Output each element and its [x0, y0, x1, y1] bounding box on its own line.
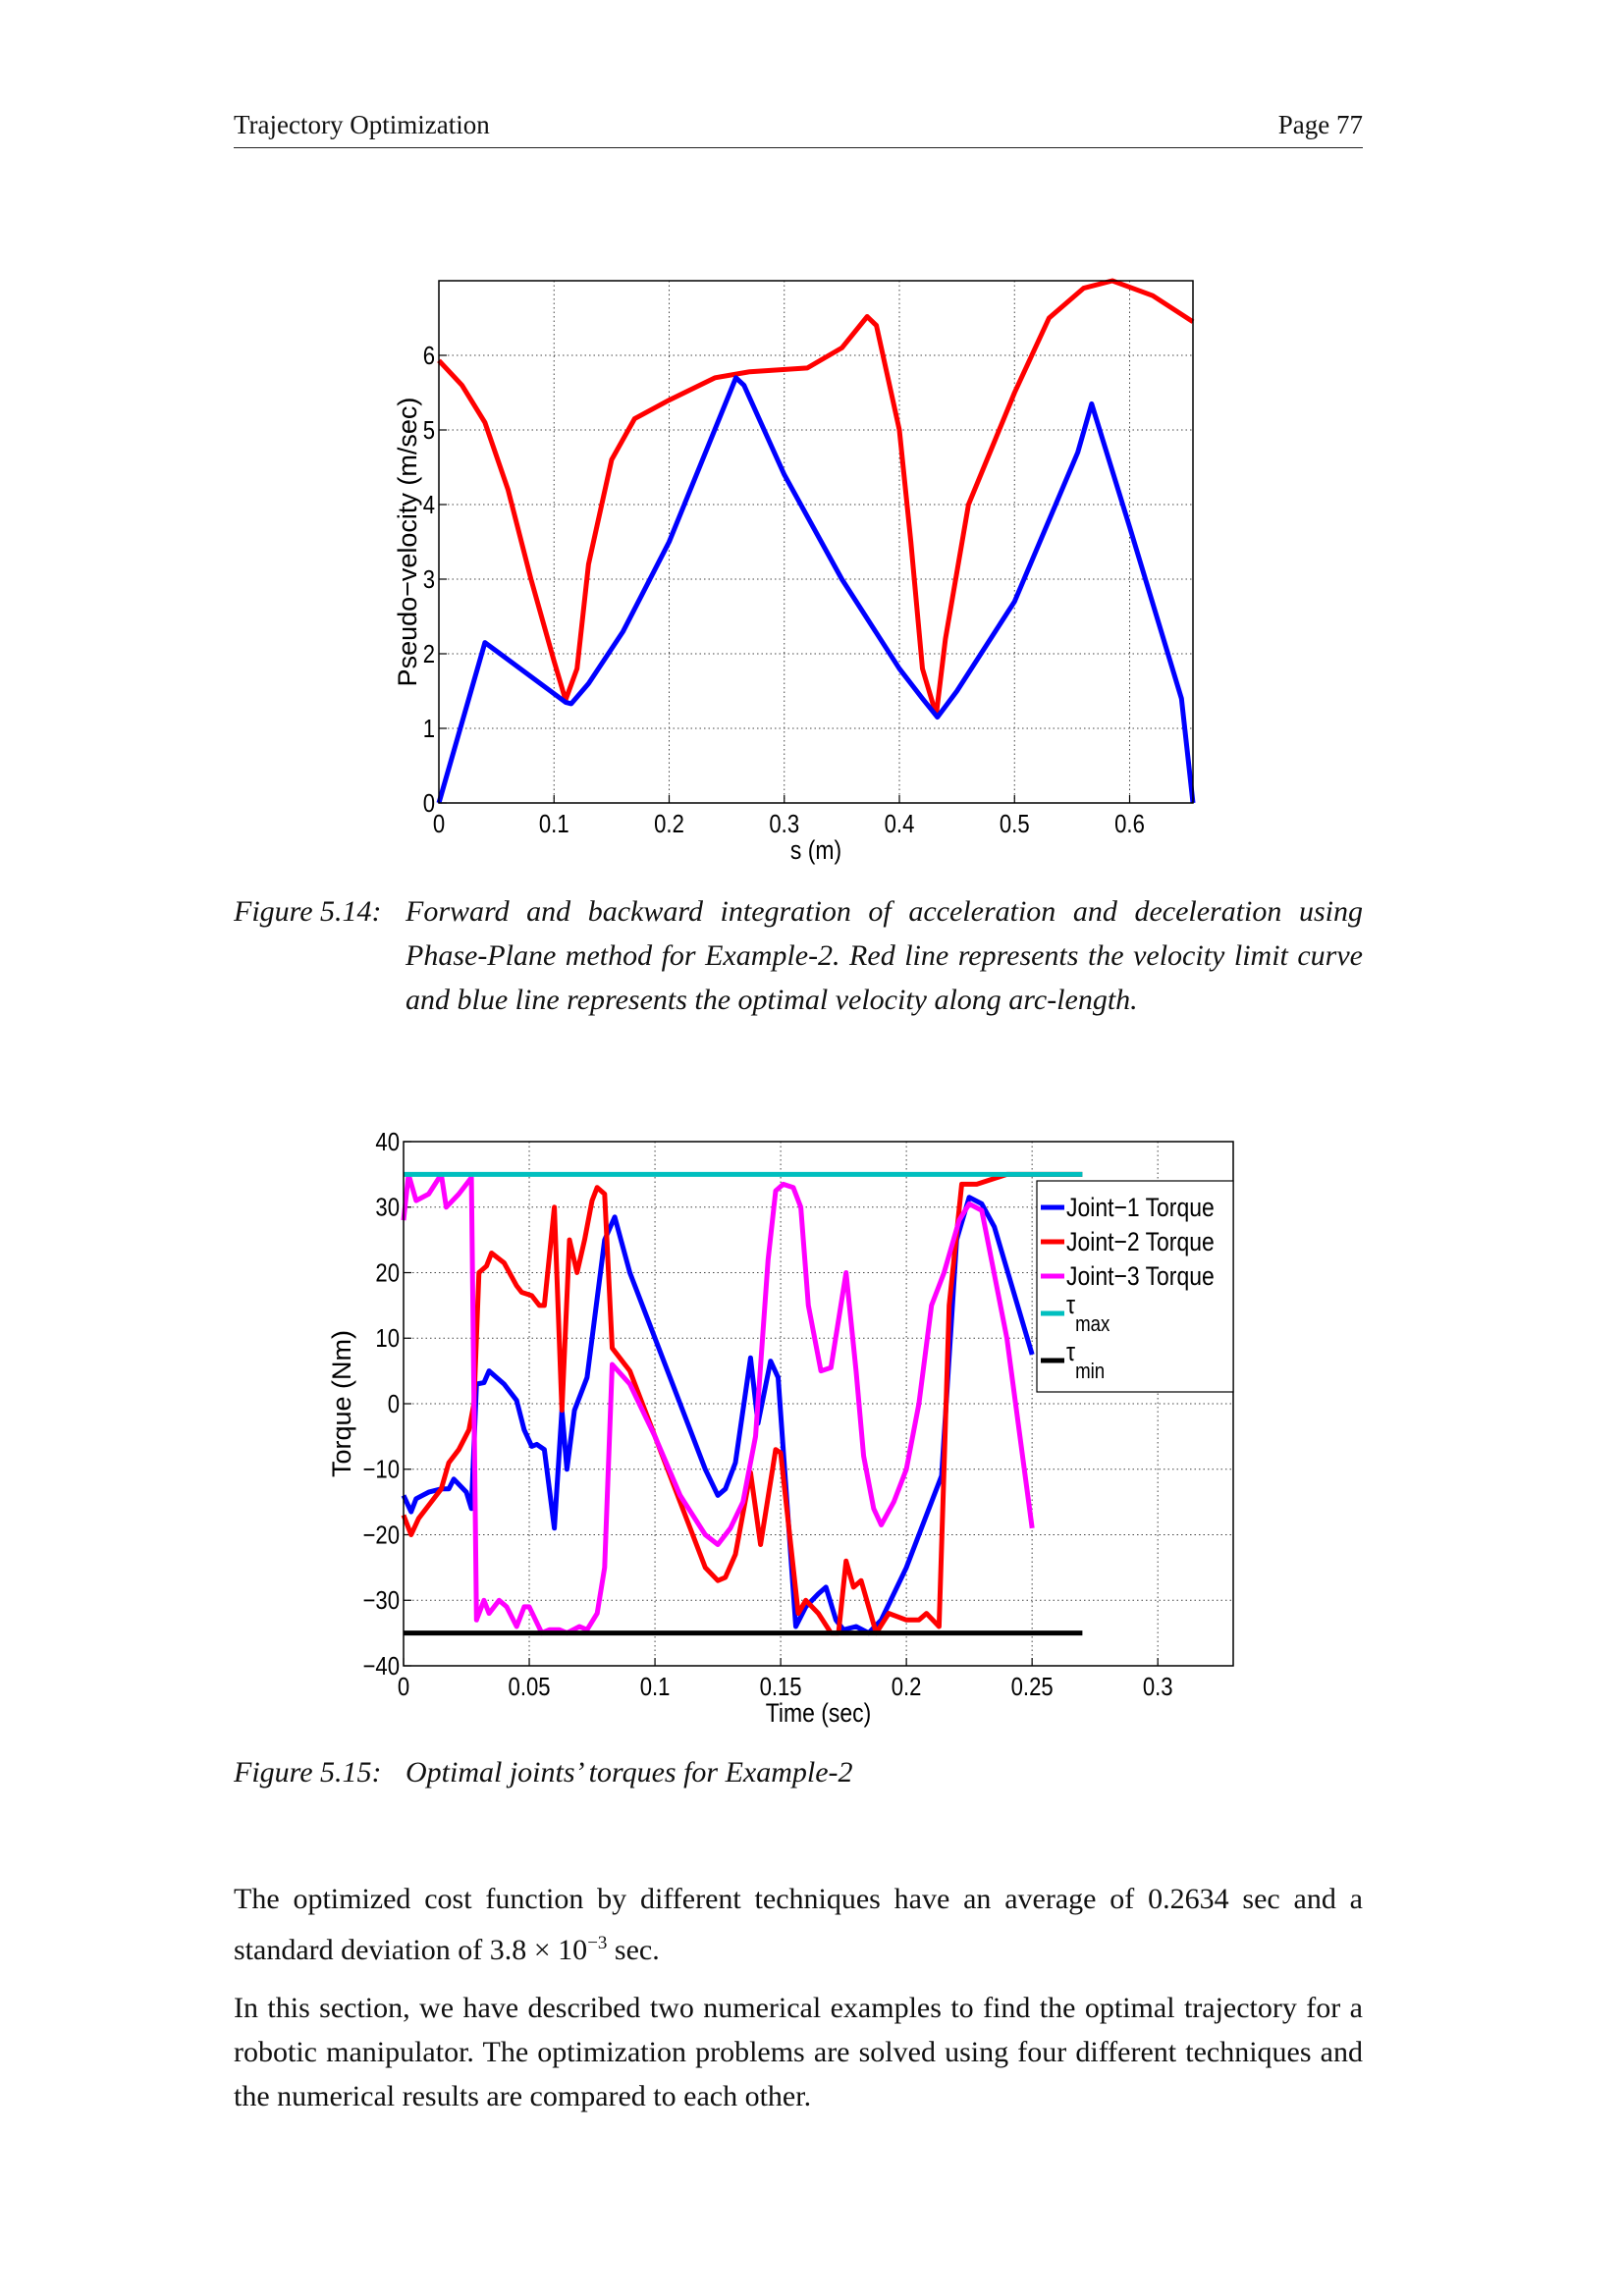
- y-tick-label: 1: [423, 715, 435, 743]
- page-number: Page 77: [1277, 110, 1363, 139]
- y-tick-label: −30: [363, 1587, 400, 1616]
- legend: Joint−1 Torque Joint−2 Torque Joint−3 Torq…: [1036, 1180, 1234, 1393]
- x-tick-label: 0: [398, 1673, 409, 1701]
- x-tick-label: 0.1: [640, 1673, 671, 1701]
- y-tick-label: 4: [423, 491, 435, 519]
- x-tick-label: 0.15: [760, 1673, 802, 1701]
- x-tick-label: 0.2: [892, 1673, 922, 1701]
- legend-label-text: τ: [1066, 1337, 1075, 1366]
- series-line-2: [401, 1171, 1035, 1636]
- header-rule: [234, 147, 1363, 148]
- figure-5-14-caption: Figure 5.14: Forward and backward integr…: [234, 889, 1363, 1022]
- legend-label-text: Joint−3 Torque: [1066, 1261, 1215, 1291]
- paragraph: The optimized cost function by different…: [234, 1877, 1363, 1972]
- legend-label-subscript: min: [1075, 1361, 1105, 1384]
- plot-frame: [438, 280, 1194, 804]
- figure-label: Figure 5.15:: [234, 1756, 382, 1789]
- torque-chart: 0 0.05 0.1 0.15 0.2 0.25 0.3 −40 −30 −20 −10 0 10 20 3…: [327, 1128, 1234, 1728]
- series-line-1: [436, 375, 1196, 804]
- legend-label: τmin: [1066, 1337, 1105, 1383]
- y-tick-label: −10: [363, 1456, 400, 1484]
- running-header-title: Trajectory Optimization: [234, 110, 490, 139]
- figure-label: Figure 5.14:: [234, 895, 382, 928]
- y-tick-label: −20: [363, 1522, 400, 1550]
- figure-5-15-caption: Figure 5.15: Optimal joints’ torques for…: [234, 1750, 1363, 1794]
- y-tick-label: 40: [375, 1128, 400, 1156]
- plot-area: [439, 281, 1193, 803]
- legend-label: τmax: [1066, 1290, 1110, 1336]
- legend-label-text: τ: [1066, 1290, 1075, 1319]
- y-tick-label: −40: [363, 1652, 400, 1681]
- legend-label: Joint−2 Torque: [1066, 1227, 1215, 1256]
- x-tick-label: 0.2: [654, 810, 684, 838]
- x-axis-label: s (m): [790, 835, 841, 865]
- x-tick-label: 0.1: [539, 810, 569, 838]
- y-tick-label: 0: [423, 789, 435, 818]
- x-tick-label: 0.05: [509, 1673, 551, 1701]
- y-axis-label: Pseudo−velocity (m/sec): [393, 398, 422, 687]
- x-tick-label: 0.3: [769, 810, 799, 838]
- y-tick-label: 20: [375, 1259, 400, 1288]
- x-tick-label: 0.4: [885, 810, 915, 838]
- caption-text: Optimal joints’ torques for Example-2: [406, 1756, 853, 1789]
- y-tick-label: 10: [375, 1325, 400, 1354]
- paragraph-text: The optimized cost function by different…: [234, 1883, 1363, 1966]
- legend-label: Joint−3 Torque: [1066, 1261, 1215, 1291]
- x-tick-label: 0.5: [1000, 810, 1030, 838]
- y-tick-label: 30: [375, 1194, 400, 1222]
- legend-label-text: Joint−2 Torque: [1066, 1227, 1215, 1256]
- x-tick-label: 0.6: [1114, 810, 1145, 838]
- x-tick-label: 0.3: [1143, 1673, 1173, 1701]
- y-tick-label: 6: [423, 342, 435, 370]
- x-tick-label: 0: [433, 810, 445, 838]
- y-tick-label: 2: [423, 640, 435, 668]
- velocity-chart: 0 0.1 0.2 0.3 0.4 0.5 0.6 0 1 2 3 4 5 6 s (m) Pseudo−ve…: [393, 278, 1196, 865]
- exponent: −3: [587, 1933, 608, 1953]
- legend-box: [1036, 1180, 1234, 1393]
- legend-label-text: Joint−1 Torque: [1066, 1193, 1215, 1222]
- series-line-0: [437, 278, 1195, 718]
- x-tick-label: 0.25: [1011, 1673, 1054, 1701]
- paragraph: In this section, we have described two n…: [234, 1992, 1363, 2112]
- legend-label: Joint−1 Torque: [1066, 1193, 1215, 1222]
- caption-text: Forward and backward integration of acce…: [406, 895, 1363, 1016]
- plot-frame: [403, 1141, 1234, 1667]
- y-tick-label: 5: [423, 416, 435, 445]
- paragraph-text: sec.: [607, 1934, 660, 1966]
- y-tick-label: 0: [388, 1390, 400, 1418]
- x-axis-label: Time (sec): [766, 1698, 871, 1728]
- y-axis-label: Torque (Nm): [327, 1330, 356, 1477]
- legend-label-subscript: max: [1075, 1313, 1110, 1337]
- y-tick-label: 3: [423, 565, 435, 594]
